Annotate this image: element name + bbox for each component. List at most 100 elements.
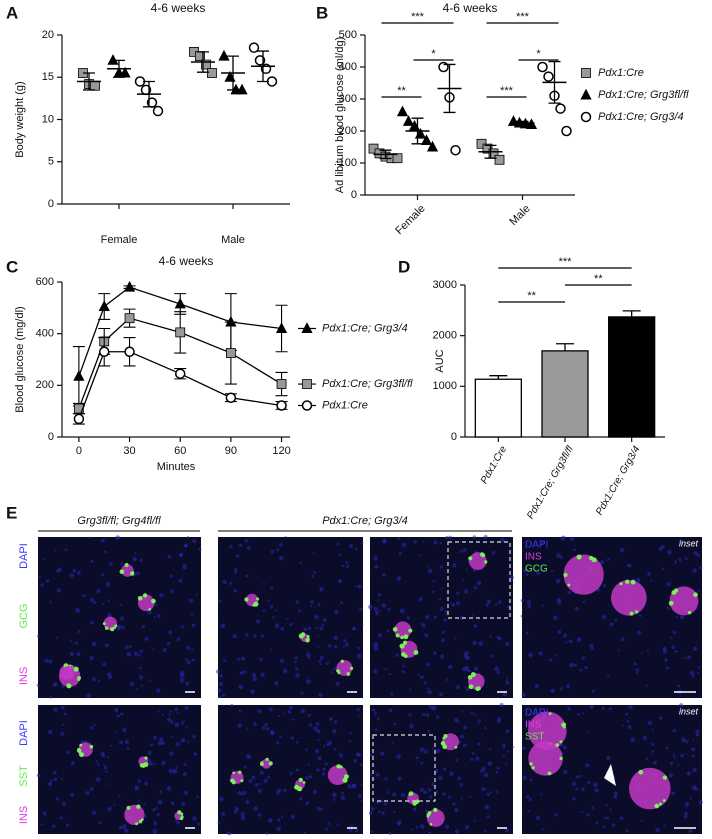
nucleus [357, 715, 360, 718]
nucleus [386, 629, 390, 633]
y-tick-label: 0 [48, 431, 54, 443]
nucleus [282, 668, 288, 674]
islet-marker [693, 592, 698, 598]
nucleus [459, 616, 464, 621]
nucleus [257, 709, 262, 714]
nucleus [139, 649, 144, 654]
nucleus [373, 669, 378, 674]
nucleus [645, 757, 648, 760]
nucleus [332, 792, 337, 798]
nucleus [312, 789, 318, 795]
y-tick-label: 15 [42, 71, 54, 83]
sd-bar [113, 59, 125, 78]
nucleus [419, 788, 424, 792]
nucleus [277, 818, 281, 822]
nucleus [107, 599, 111, 602]
nucleus [647, 720, 653, 726]
nucleus [506, 750, 509, 753]
islet [124, 804, 145, 825]
nucleus [614, 618, 618, 622]
nucleus [133, 651, 139, 656]
nucleus [197, 822, 201, 826]
nucleus [568, 639, 573, 644]
nucleus [88, 536, 91, 539]
islet-marker [232, 771, 235, 775]
y-tick-label: 400 [36, 328, 54, 340]
islet-marker [268, 761, 273, 766]
nucleus [427, 729, 431, 733]
nucleus [153, 616, 156, 619]
islet-marker [559, 740, 563, 744]
nucleus [315, 626, 318, 630]
nucleus [635, 671, 639, 675]
nucleus [555, 578, 561, 584]
nucleus [377, 593, 382, 597]
nucleus [138, 675, 144, 680]
nucleus [167, 717, 171, 722]
nucleus [692, 739, 695, 742]
nucleus [254, 782, 259, 787]
nucleus [607, 558, 610, 561]
y-tick-label: 0 [351, 189, 357, 201]
islet [527, 711, 567, 751]
nucleus [137, 799, 141, 802]
nucleus [140, 684, 143, 687]
nucleus [80, 740, 84, 744]
x-tick-label: 90 [225, 445, 237, 457]
nucleus [160, 740, 165, 746]
nucleus [472, 640, 477, 645]
nucleus [182, 720, 185, 723]
marker-triangle [107, 54, 119, 65]
islet-marker [260, 761, 264, 765]
nucleus [290, 814, 296, 819]
nucleus [570, 536, 575, 542]
nucleus [696, 671, 700, 675]
nucleus [646, 650, 649, 653]
inset-label: inset [679, 538, 699, 548]
nucleus [120, 562, 124, 566]
nucleus [319, 655, 324, 660]
nucleus [397, 537, 401, 540]
nucleus [465, 825, 469, 830]
nucleus [262, 609, 266, 613]
nucleus [455, 758, 459, 762]
nucleus [460, 734, 465, 739]
nucleus [691, 747, 696, 752]
nucleus [387, 607, 391, 612]
islet-marker [548, 712, 552, 716]
nucleus [369, 773, 373, 776]
islet-marker [662, 775, 668, 780]
nucleus [107, 783, 110, 786]
nucleus [50, 778, 53, 782]
inset-stain-label: INS [525, 552, 542, 563]
islet-marker [403, 654, 408, 659]
nucleus [376, 717, 380, 721]
nucleus [233, 571, 237, 575]
nucleus [480, 769, 484, 773]
panel-letter: C [6, 257, 18, 276]
nucleus [535, 815, 541, 820]
nucleus [277, 714, 280, 718]
nucleus [560, 538, 564, 541]
nucleus [135, 687, 138, 691]
nucleus [681, 737, 686, 743]
nucleus [471, 752, 475, 755]
nucleus [431, 782, 436, 787]
nucleus [137, 653, 141, 657]
y-tick-label: 100 [339, 157, 357, 169]
nucleus [246, 799, 249, 802]
nucleus [313, 571, 317, 575]
marker-triangle [301, 322, 313, 333]
nucleus [462, 666, 467, 672]
nucleus [609, 622, 614, 627]
nucleus [460, 797, 464, 800]
nucleus [161, 760, 166, 766]
nucleus [119, 740, 124, 745]
nucleus [169, 574, 173, 578]
nucleus [562, 633, 568, 638]
nucleus [382, 572, 386, 577]
islet-marker [467, 675, 473, 680]
nucleus [562, 745, 567, 750]
nucleus [156, 613, 161, 618]
